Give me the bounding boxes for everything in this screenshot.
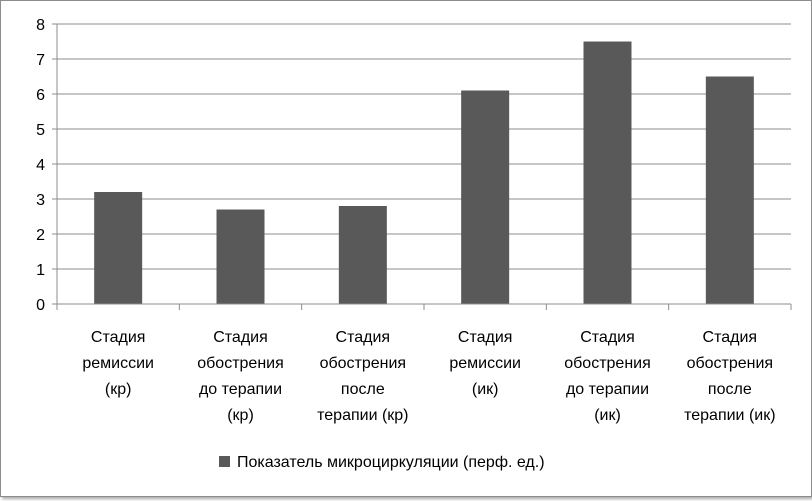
- y-tick-label: 8: [36, 17, 45, 34]
- x-tick-label: Стадия обострения после терапии (ик): [684, 329, 775, 424]
- bar: [338, 206, 387, 304]
- axes: [52, 23, 792, 310]
- y-tick-label: 5: [36, 122, 45, 139]
- x-tick-label: Стадия обострения до терапии (кр): [197, 329, 284, 424]
- legend: Показатель микроциркуляции (перф. ед.): [219, 454, 545, 471]
- legend-swatch: [219, 456, 230, 467]
- bar: [216, 209, 265, 304]
- legend-label: Показатель микроциркуляции (перф. ед.): [237, 454, 545, 471]
- y-tick-label: 6: [36, 87, 45, 104]
- y-tick-label: 1: [36, 262, 45, 279]
- x-tick-labels: Стадия ремиссии (кр) Стадия обострения до тер…: [82, 329, 775, 424]
- bar: [94, 192, 143, 304]
- x-tick-label: Стадия обострения до терапии (ик): [564, 329, 651, 424]
- gridlines: [57, 23, 791, 270]
- y-tick-label: 0: [36, 297, 45, 314]
- bar: [705, 76, 754, 304]
- y-tick-label: 2: [36, 227, 45, 244]
- x-tick-label: Стадия обострения после терапии (кр): [317, 329, 408, 424]
- bar: [461, 90, 510, 304]
- y-tick-label: 7: [36, 52, 45, 69]
- bar: [583, 41, 632, 304]
- y-tick-label: 3: [36, 192, 45, 209]
- y-tick-label: 4: [36, 157, 45, 174]
- y-tick-labels: 0 1 2 3 4 5 6 7 8: [36, 17, 45, 314]
- x-tick-label: Стадия ремиссии (кр): [82, 329, 154, 398]
- x-tick-label: Стадия ремиссии (ик): [449, 329, 521, 398]
- bars: [94, 41, 754, 304]
